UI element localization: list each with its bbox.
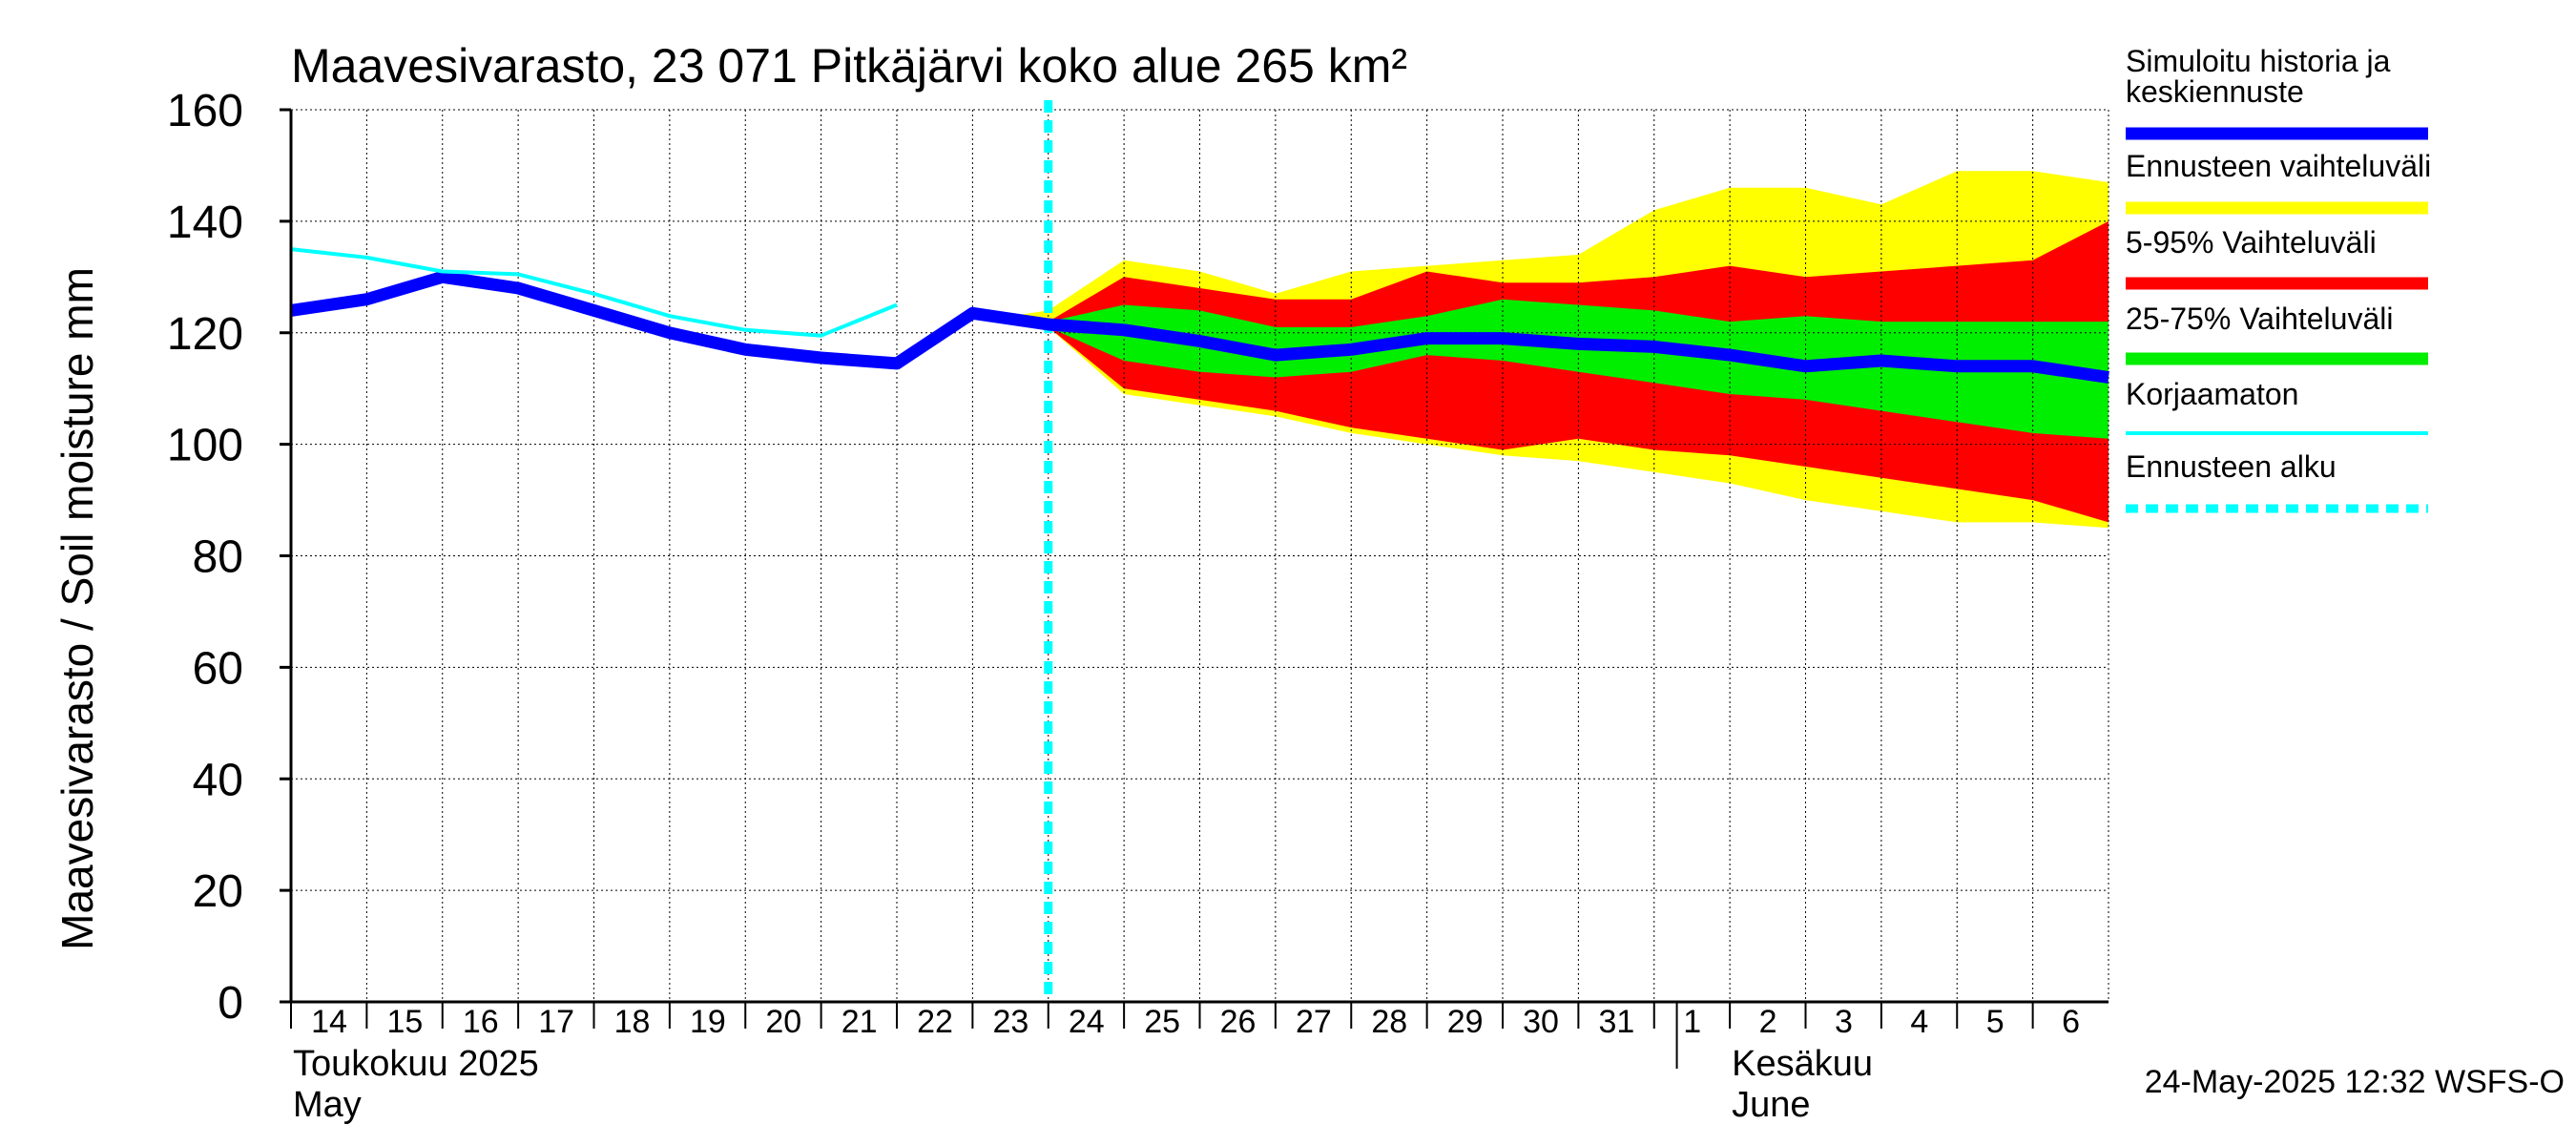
legend-label-p25_75: 25-75% Vaihteluväli: [2126, 302, 2393, 336]
x-tick-label: 2: [1759, 1004, 1777, 1040]
x-axis-ticks: 14 15 16 17 18 19 20 21 22 23 24 25 26 27 28 29 30 31 1 2 3 4…: [290, 1002, 2080, 1040]
x-tick-label: 14: [311, 1004, 347, 1040]
y-tick-label: 80: [193, 532, 243, 583]
x-tick-label: 27: [1296, 1004, 1332, 1040]
x-tick-label: 22: [917, 1004, 953, 1040]
x-tick-label: 6: [2062, 1004, 2080, 1040]
legend-label-uncorrected: Korjaamaton: [2126, 377, 2298, 411]
y-tick-label: 60: [193, 643, 243, 694]
y-tick-label: 0: [218, 978, 243, 1029]
chart-title: Maavesivarasto, 23 071 Pitkäjärvi koko a…: [291, 39, 1407, 93]
footer-timestamp: 24-May-2025 12:32 WSFS-O: [2145, 1064, 2565, 1100]
x-tick-label: 18: [614, 1004, 651, 1040]
y-axis-ticks: 0 20 40 60 80 100 120 140 160: [167, 86, 291, 1029]
band-3: [1010, 299, 2109, 439]
x-tick-label: 31: [1598, 1004, 1634, 1040]
legend-label-forecast_start: Ennusteen alku: [2126, 449, 2337, 484]
y-tick-label: 20: [193, 866, 243, 917]
month-label-en: May: [293, 1085, 362, 1125]
y-tick-label: 40: [193, 755, 243, 805]
month-label: Toukokuu 2025: [293, 1044, 539, 1084]
x-tick-label: 24: [1069, 1004, 1105, 1040]
series-uncorrected-line: [290, 247, 898, 338]
y-tick-label: 140: [167, 198, 243, 248]
x-tick-label: 17: [538, 1004, 574, 1040]
month-label-en: June: [1732, 1085, 1810, 1125]
legend-label-range: Ennusteen vaihteluväli: [2126, 149, 2431, 183]
x-tick-label: 30: [1523, 1004, 1559, 1040]
forecast-bands: [1010, 171, 2109, 529]
x-tick-label: 1: [1683, 1004, 1701, 1040]
month-label: Kesäkuu: [1732, 1044, 1873, 1084]
y-tick-label: 100: [167, 421, 243, 471]
x-tick-label: 25: [1144, 1004, 1180, 1040]
x-tick-label: 4: [1910, 1004, 1928, 1040]
x-tick-label: 21: [841, 1004, 878, 1040]
x-tick-label: 5: [1986, 1004, 2005, 1040]
y-tick-label: 120: [167, 309, 243, 360]
legend-label-simulated: Simuloitu historia ja: [2126, 44, 2391, 78]
x-tick-label: 26: [1220, 1004, 1257, 1040]
x-tick-label: 20: [765, 1004, 801, 1040]
y-axis-label: Maavesivarasto / Soil moisture mm: [52, 267, 102, 950]
grid: [291, 109, 2109, 1002]
x-tick-label: 19: [690, 1004, 726, 1040]
y-tick-label: 160: [167, 86, 243, 136]
x-tick-label: 16: [463, 1004, 499, 1040]
x-tick-label: 3: [1835, 1004, 1853, 1040]
x-tick-label: 28: [1371, 1004, 1407, 1040]
x-tick-label: 15: [386, 1004, 423, 1040]
series-simulated-line: [290, 270, 2109, 384]
legend-label-simulated-2: keskiennuste: [2126, 74, 2304, 109]
x-tick-label: 29: [1447, 1004, 1484, 1040]
series-lines: [290, 100, 2109, 1002]
x-tick-label: 23: [992, 1004, 1028, 1040]
band-2: [1010, 220, 2109, 523]
legend-label-p5_95: 5-95% Vaihteluväli: [2126, 225, 2377, 260]
